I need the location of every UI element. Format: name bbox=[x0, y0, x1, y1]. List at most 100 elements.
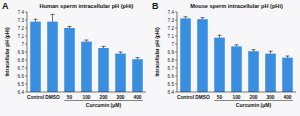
x-tick-label: 400 bbox=[133, 95, 141, 100]
y-tick-label: 7.1 bbox=[168, 34, 175, 39]
x-axis-label: Curcumin (μM) bbox=[236, 102, 272, 108]
panel-label: A bbox=[2, 1, 9, 11]
error-stem bbox=[270, 51, 271, 53]
y-tick-label: 6.5 bbox=[168, 82, 175, 87]
x-tick-label: 300 bbox=[266, 95, 274, 100]
error-stem bbox=[219, 35, 220, 37]
figure: A Human sperm intracellular pH (pHi) 6.4 6.… bbox=[0, 0, 300, 116]
y-axis bbox=[27, 12, 28, 92]
title: Human sperm intracellular pH (pHi) bbox=[40, 3, 134, 9]
error-bar bbox=[252, 50, 256, 52]
error-cap bbox=[102, 46, 106, 47]
x-tick-label: DMSO bbox=[195, 95, 210, 100]
error-bar bbox=[51, 14, 55, 21]
x-axis-label: Curcumin (μM) bbox=[86, 102, 122, 108]
error-bar bbox=[235, 45, 239, 47]
error-stem bbox=[52, 14, 53, 21]
panel: A Human sperm intracellular pH (pHi) 6.4 6.… bbox=[2, 1, 146, 108]
y-tick-label: 6.8 bbox=[18, 58, 25, 63]
x-tick-label: 100 bbox=[232, 95, 240, 100]
bar bbox=[98, 48, 109, 92]
y-tick-label: 7.2 bbox=[168, 26, 175, 31]
x-tick-label: 200 bbox=[249, 95, 257, 100]
y-tick-label: 7.4 bbox=[18, 10, 25, 15]
bar bbox=[30, 22, 41, 92]
x-tick-label: Control bbox=[177, 95, 194, 100]
y-tick-label: 7.3 bbox=[168, 18, 175, 23]
bar bbox=[282, 58, 293, 92]
y-axis-label: Intracellular pH (pHi) bbox=[4, 27, 10, 77]
y-tick-label: 7.4 bbox=[168, 10, 175, 15]
bar bbox=[47, 22, 58, 92]
y-axis bbox=[177, 12, 178, 92]
error-bar bbox=[102, 46, 106, 48]
marks bbox=[30, 14, 143, 92]
bar bbox=[64, 28, 75, 92]
error-cap bbox=[85, 40, 89, 41]
bar bbox=[248, 51, 259, 92]
error-bar bbox=[119, 52, 123, 54]
error-bar bbox=[218, 35, 222, 37]
bar bbox=[132, 59, 143, 92]
x-tick-label: 400 bbox=[283, 95, 291, 100]
dose-bracket bbox=[214, 100, 293, 101]
y-tick-label: 7.3 bbox=[18, 18, 25, 23]
y-tick-label: 6.7 bbox=[168, 66, 175, 71]
error-cap bbox=[235, 44, 239, 45]
y-tick-label: 6.6 bbox=[168, 74, 175, 79]
x-tick-label: 50 bbox=[217, 95, 223, 100]
error-cap bbox=[201, 17, 205, 18]
marks bbox=[180, 17, 293, 92]
y-axis-label: Intracellular pH (pHi) bbox=[154, 27, 160, 77]
error-cap bbox=[119, 52, 123, 53]
error-bar bbox=[34, 19, 38, 21]
y-tick-label: 6.6 bbox=[18, 74, 25, 79]
y-tick-label: 7.2 bbox=[18, 26, 25, 31]
dose-bracket bbox=[64, 100, 143, 101]
error-bar bbox=[68, 26, 72, 28]
error-bar bbox=[85, 40, 89, 42]
error-bar bbox=[201, 18, 205, 20]
x-tick-label: 50 bbox=[67, 95, 73, 100]
panel: B Mouse sperm intracellular pH (pHi) 6.4 6.… bbox=[152, 1, 296, 108]
y-tick-label: 6.5 bbox=[18, 82, 25, 87]
bar bbox=[214, 38, 225, 92]
bar bbox=[231, 46, 242, 92]
error-cap bbox=[218, 35, 222, 36]
error-cap bbox=[51, 14, 55, 15]
y-tick-label: 6.7 bbox=[18, 66, 25, 71]
x-tick-label: 100 bbox=[82, 95, 90, 100]
bar bbox=[197, 19, 208, 92]
y-tick-label: 6.4 bbox=[168, 90, 175, 95]
x-tick-label: Control bbox=[27, 95, 44, 100]
x-tick-label: 200 bbox=[99, 95, 107, 100]
error-cap bbox=[286, 56, 290, 57]
y-tick-label: 7 bbox=[21, 42, 24, 47]
error-cap bbox=[136, 57, 140, 58]
y-tick-label: 6.9 bbox=[168, 50, 175, 55]
error-bar bbox=[184, 17, 188, 19]
x-axis bbox=[27, 92, 146, 93]
error-bar bbox=[286, 56, 290, 58]
y-tick-label: 7 bbox=[171, 42, 174, 47]
error-cap bbox=[68, 26, 72, 27]
y-tick-label: 6.4 bbox=[18, 90, 25, 95]
bar bbox=[265, 54, 276, 92]
x-axis bbox=[177, 92, 296, 93]
y-tick-label: 6.9 bbox=[18, 50, 25, 55]
panel-label: B bbox=[152, 1, 159, 11]
error-bar bbox=[136, 58, 140, 60]
error-bar bbox=[269, 51, 273, 53]
error-stem bbox=[35, 19, 36, 21]
bar bbox=[81, 42, 92, 92]
y-tick-label: 6.8 bbox=[168, 58, 175, 63]
x-tick-label: DMSO bbox=[45, 95, 60, 100]
error-cap bbox=[184, 16, 188, 17]
y-tick-label: 7.1 bbox=[18, 34, 25, 39]
error-cap bbox=[252, 49, 256, 50]
error-cap bbox=[269, 51, 273, 52]
bar bbox=[180, 18, 191, 92]
title: Mouse sperm intracellular pH (pHi) bbox=[190, 3, 283, 9]
x-tick-label: 300 bbox=[116, 95, 124, 100]
error-cap bbox=[34, 19, 38, 20]
